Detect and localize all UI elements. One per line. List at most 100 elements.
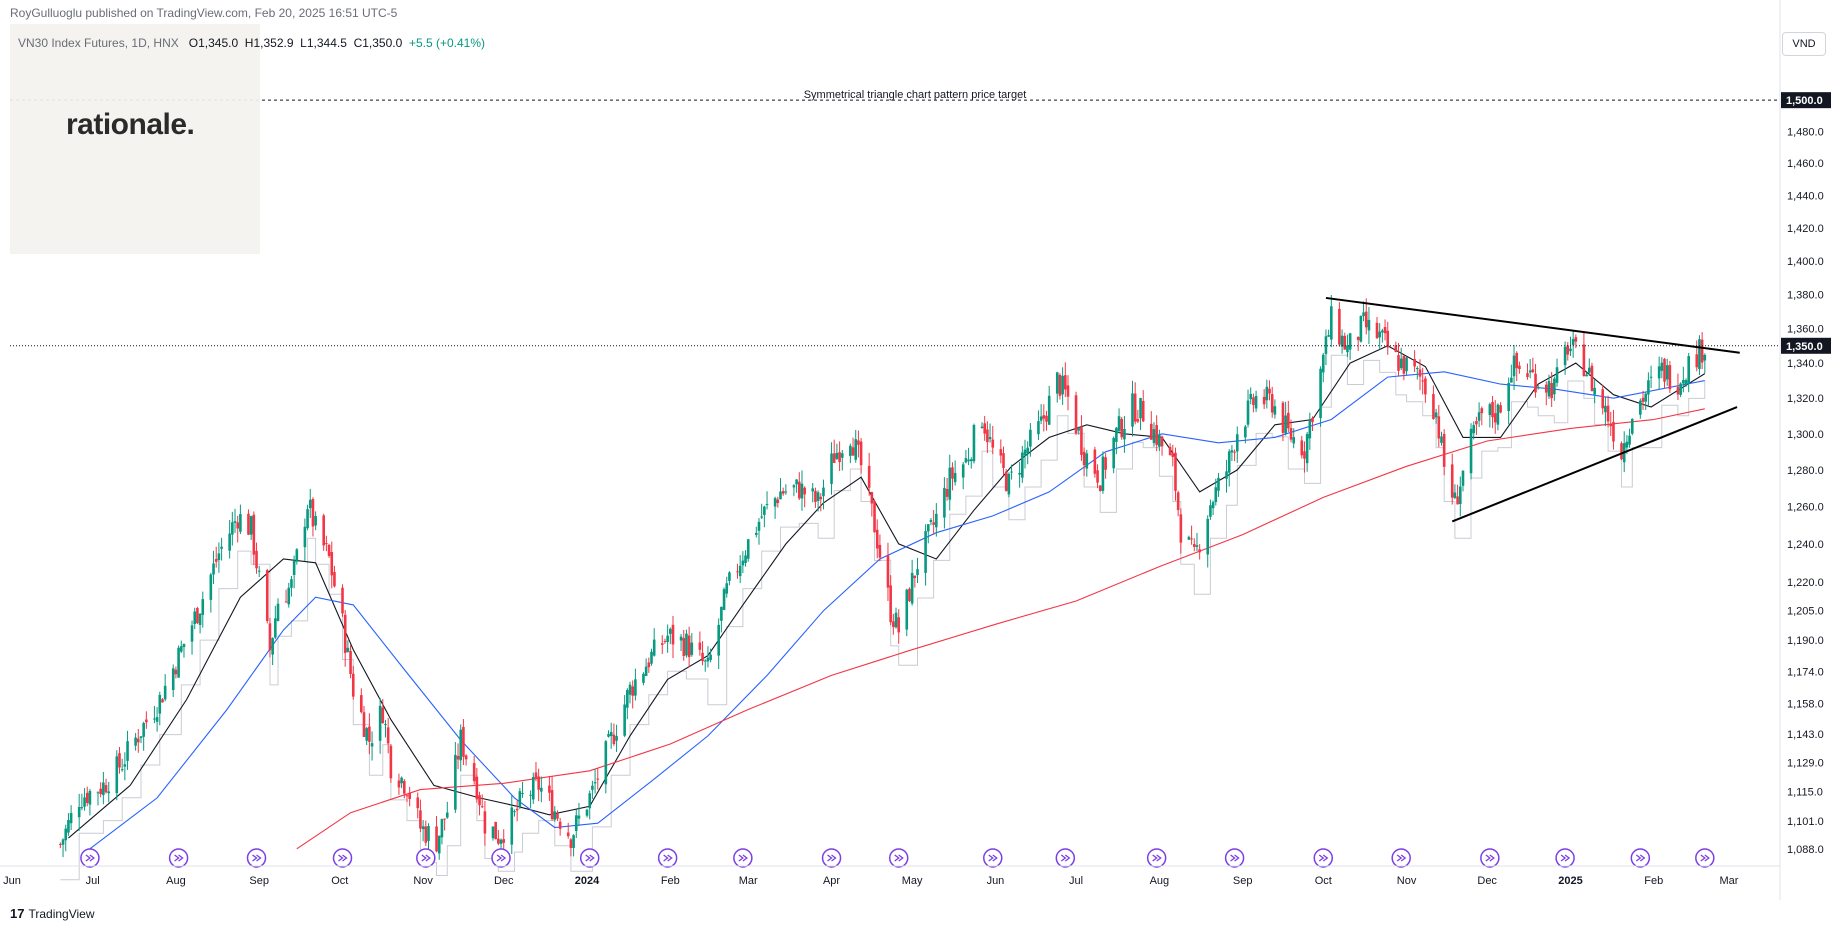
event-marker-chevron: [1060, 854, 1071, 862]
candle-body: [577, 815, 581, 819]
candle-body: [779, 491, 782, 500]
price-tick-label: 1,280.0: [1787, 465, 1824, 477]
event-marker-icon[interactable]: [888, 848, 909, 868]
symbol-name[interactable]: VN30 Index Futures, 1D, HNX: [18, 36, 179, 50]
candle-body: [1211, 502, 1215, 509]
candle-body: [1190, 538, 1193, 540]
tradingview-footer[interactable]: 17 TradingView: [10, 906, 95, 921]
candle-body: [349, 650, 352, 674]
candle-body: [1413, 359, 1416, 367]
candle-body: [553, 811, 557, 820]
candle-body: [1340, 335, 1344, 347]
candle-body: [797, 481, 801, 499]
candle-body: [1287, 412, 1290, 429]
price-tick-label: 1,174.0: [1787, 666, 1824, 678]
candle-body: [96, 792, 100, 794]
candle-body: [220, 546, 223, 549]
event-marker-icon[interactable]: [1391, 848, 1411, 868]
candle-body: [303, 526, 307, 548]
event-marker-chevron: [894, 854, 904, 862]
candle-body: [650, 651, 653, 664]
candle-body: [427, 826, 430, 841]
event-marker-icon[interactable]: [1224, 848, 1245, 868]
event-marker-icon[interactable]: [1630, 848, 1651, 868]
candle-body: [1045, 415, 1048, 422]
price-tick-label: 1,088.0: [1787, 844, 1824, 856]
candle-body: [1362, 312, 1365, 317]
event-marker-icon[interactable]: [1480, 848, 1500, 868]
event-marker-icon[interactable]: [733, 848, 753, 868]
candle-body: [644, 666, 648, 676]
candle-body: [999, 449, 1003, 456]
candle-body: [763, 506, 766, 515]
event-marker-chevron: [738, 854, 748, 862]
candle-body: [290, 579, 293, 588]
event-markers[interactable]: [80, 848, 1715, 868]
candle-body: [1630, 418, 1634, 434]
event-marker-icon[interactable]: [579, 848, 600, 868]
time-tick-label: Feb: [661, 875, 680, 887]
published-line: RoyGulluoglu published on TradingView.co…: [10, 6, 398, 20]
time-tick-label: 2024: [575, 875, 600, 887]
candle-body: [717, 624, 720, 656]
candle-body: [80, 807, 84, 809]
candle-body: [1233, 451, 1236, 453]
candle-body: [626, 690, 629, 708]
moving-average-line: [296, 408, 1705, 850]
event-marker-chevron: [1318, 854, 1329, 862]
price-tick-label: 1,190.0: [1787, 635, 1824, 647]
candle-body: [1434, 412, 1438, 418]
event-marker-icon[interactable]: [168, 848, 189, 868]
candle-body: [1037, 421, 1040, 435]
candle-body: [325, 543, 328, 545]
candle-body: [534, 772, 538, 779]
candle-body: [437, 835, 441, 854]
candle-body: [1695, 354, 1699, 368]
currency-button[interactable]: VND: [1782, 32, 1826, 56]
event-marker-icon[interactable]: [1146, 848, 1167, 868]
event-marker-icon[interactable]: [1695, 848, 1715, 868]
event-marker-icon[interactable]: [821, 848, 842, 868]
candle-body: [894, 612, 898, 628]
time-tick-label: Feb: [1644, 875, 1663, 887]
event-marker-icon[interactable]: [246, 848, 267, 868]
candle-body: [1152, 429, 1156, 444]
event-marker-icon[interactable]: [416, 848, 436, 868]
candle-body: [1364, 311, 1368, 328]
candle-body: [408, 793, 411, 799]
candle-body: [64, 828, 68, 841]
candle-body: [88, 791, 92, 805]
candle-body: [1488, 404, 1492, 416]
candle-body: [1023, 449, 1027, 456]
candle-body: [932, 522, 935, 525]
event-marker-icon[interactable]: [491, 848, 511, 868]
triangle-trendlines[interactable]: [1325, 296, 1740, 523]
close-value: C1,350.0: [353, 36, 403, 50]
event-marker-icon[interactable]: [332, 848, 353, 868]
event-marker-icon[interactable]: [983, 848, 1003, 868]
event-marker-icon[interactable]: [80, 848, 100, 868]
event-marker-icon[interactable]: [1555, 848, 1575, 868]
candle-body: [1158, 434, 1161, 447]
candle-body: [703, 660, 707, 662]
event-marker-icon[interactable]: [1055, 848, 1076, 868]
event-marker-icon[interactable]: [1313, 848, 1334, 868]
candle-body: [1512, 355, 1516, 377]
candle-body: [1458, 486, 1462, 505]
candle-body: [591, 785, 594, 790]
candle-body: [521, 793, 524, 795]
event-marker-icon[interactable]: [657, 848, 678, 868]
candle-body: [840, 453, 844, 458]
last-price-label-text: 1,350.0: [1786, 341, 1823, 353]
candle-body: [647, 662, 651, 668]
time-tick-label: Sep: [249, 875, 269, 887]
candle-body: [1230, 450, 1234, 453]
candle-body: [502, 839, 506, 843]
candle-body: [1179, 514, 1183, 543]
candle-body: [607, 733, 610, 737]
candle-body: [1327, 335, 1330, 337]
candle-body: [1249, 393, 1253, 400]
candle-body: [1510, 377, 1513, 383]
target-price-label: 1,500.0: [1781, 92, 1831, 109]
